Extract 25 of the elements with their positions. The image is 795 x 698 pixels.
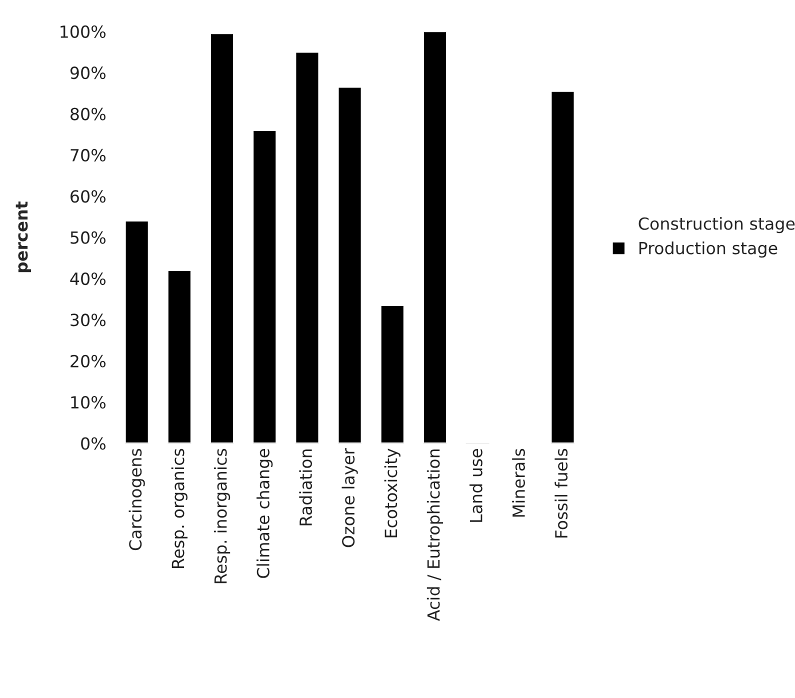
x-tick-label: Acid / Eutrophication [426, 450, 444, 622]
x-tick-label: Resp. inorganics [214, 448, 230, 584]
x-tick-label: Ecotoxicity [384, 448, 400, 538]
y-tick-label: 70% [70, 148, 106, 162]
x-tick-label: Carcinogens [128, 448, 145, 550]
x-tick-label: Radiation [299, 450, 312, 526]
x-tick-label: Fossil fuels [554, 448, 568, 538]
x-tick-label: Minerals [512, 448, 525, 517]
y-tick-label: 0% [81, 437, 106, 450]
y-tick-label: 60% [70, 190, 106, 203]
y-tick-label: 50% [70, 231, 106, 244]
x-tick-label: Land use [470, 448, 482, 522]
text: Construction stage [638, 217, 795, 234]
y-tick-label: 100% [60, 25, 106, 38]
y-axis-title: percent [16, 201, 32, 272]
x-tick-label: Ozone layer [342, 448, 358, 548]
y-tick-label: 40% [70, 272, 106, 286]
y-tick-label: 30% [70, 314, 106, 326]
y-tick-label: 10% [71, 396, 106, 409]
x-tick-label: Resp. organics [171, 448, 188, 568]
x-tick-label: Climate change [256, 448, 273, 578]
y-tick-label: 90% [70, 66, 106, 80]
legend-label: Production stage [639, 241, 778, 258]
y-tick-label: 20% [70, 354, 106, 368]
y-tick-label: 80% [70, 108, 106, 120]
